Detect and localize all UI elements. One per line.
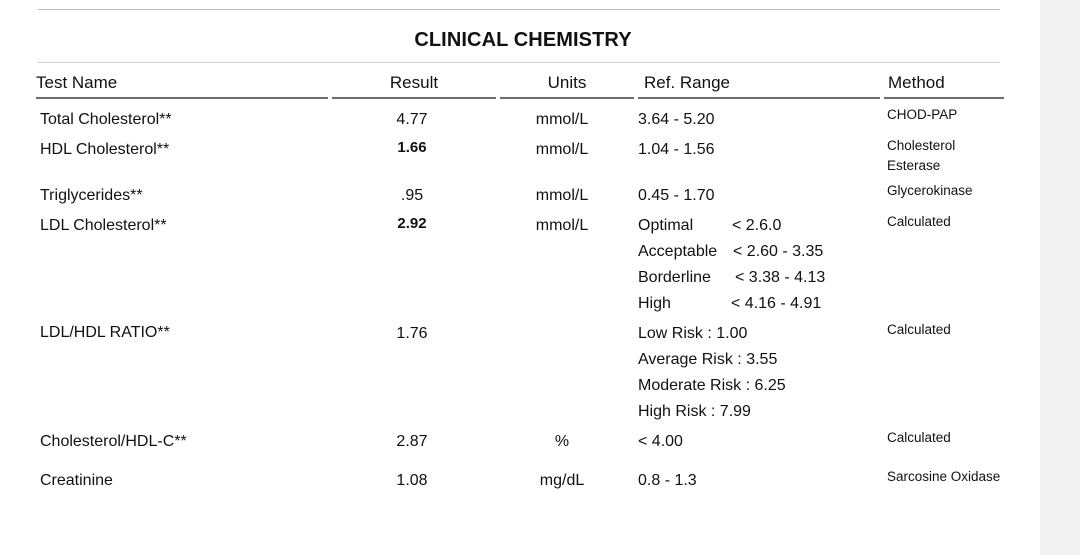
ref-range: 0.8 - 1.3 <box>638 472 697 489</box>
title-divider <box>38 62 1000 63</box>
ref-range-list: Low Risk : 1.00 Average Risk : 3.55 Mode… <box>638 321 786 425</box>
test-name: HDL Cholesterol** <box>40 141 170 158</box>
test-unit: mmol/L <box>535 217 589 234</box>
test-result: 1.76 <box>396 325 428 342</box>
ref-range-line: Borderline < 3.38 - 4.13 <box>638 265 825 291</box>
ref-label: Optimal <box>638 217 694 234</box>
header-ref-range: Ref. Range <box>638 73 880 99</box>
ref-range-line: Acceptable < 2.60 - 3.35 <box>638 239 825 265</box>
header-method: Method <box>884 73 1004 99</box>
ref-range: 3.64 - 5.20 <box>638 111 715 128</box>
ref-range-line: Moderate Risk : 6.25 <box>638 377 786 394</box>
ref-label: Acceptable <box>638 243 718 260</box>
ref-range: 0.45 - 1.70 <box>638 187 715 204</box>
ref-range-line: Low Risk : 1.00 <box>638 325 748 342</box>
test-result: .95 <box>400 187 424 204</box>
test-result: 1.66 <box>397 139 427 156</box>
test-result: 1.08 <box>396 472 428 489</box>
test-name: LDL Cholesterol** <box>40 217 167 234</box>
top-divider <box>38 9 1000 10</box>
report-page: CLINICAL CHEMISTRY Test Name Result Unit… <box>0 0 1040 555</box>
test-method-line2: Esterase <box>887 158 941 173</box>
header-units: Units <box>500 73 634 99</box>
test-unit: mg/dL <box>539 472 585 489</box>
test-unit: mmol/L <box>535 141 589 158</box>
ref-range-line: High < 4.16 - 4.91 <box>638 291 825 317</box>
header-result: Result <box>332 73 496 99</box>
test-name: Creatinine <box>40 472 113 489</box>
test-method: Sarcosine Oxidase <box>887 469 1001 484</box>
ref-range-line: High Risk : 7.99 <box>638 403 751 420</box>
ref-range-line: Optimal < 2.6.0 <box>638 213 825 239</box>
ref-label: Borderline <box>638 269 711 286</box>
ref-range-line: Average Risk : 3.55 <box>638 351 778 368</box>
test-method-line1: Cholesterol <box>887 138 956 153</box>
ref-value: < 2.6.0 <box>732 217 782 234</box>
ref-value: < 4.16 - 4.91 <box>731 295 822 312</box>
test-method: Glycerokinase <box>887 183 973 198</box>
test-result: 2.87 <box>396 433 428 450</box>
test-name: Cholesterol/HDL-C** <box>40 433 187 450</box>
test-method: Calculated <box>887 214 951 229</box>
test-method: Calculated <box>887 322 951 337</box>
ref-value: < 3.38 - 4.13 <box>735 269 826 286</box>
ref-label: High <box>638 295 671 312</box>
test-name: Triglycerides** <box>40 187 143 204</box>
test-unit: % <box>554 433 570 450</box>
test-method: CHOD-PAP <box>887 107 958 122</box>
test-name: Total Cholesterol** <box>40 111 172 128</box>
test-result: 4.77 <box>396 111 428 128</box>
test-result: 2.92 <box>397 215 427 232</box>
test-name: LDL/HDL RATIO** <box>40 324 170 341</box>
header-test-name: Test Name <box>36 73 328 99</box>
test-method: Calculated <box>887 430 951 445</box>
test-unit: mmol/L <box>535 111 589 128</box>
ref-range-list: Optimal < 2.6.0 Acceptable < 2.60 - 3.35 B… <box>638 213 825 317</box>
ref-range: 1.04 - 1.56 <box>638 141 715 158</box>
section-title: CLINICAL CHEMISTRY <box>414 29 632 51</box>
ref-range: < 4.00 <box>638 433 683 450</box>
test-unit: mmol/L <box>535 187 589 204</box>
ref-value: < 2.60 - 3.35 <box>733 243 824 260</box>
